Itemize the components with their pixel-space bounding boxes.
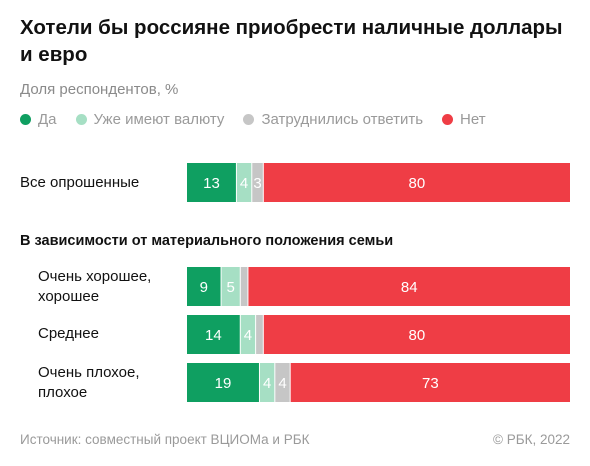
legend-dot-yes bbox=[20, 114, 31, 125]
data-label-yes-3: 19 bbox=[215, 375, 232, 392]
data-label-have-2: 4 bbox=[244, 327, 252, 344]
category-label-bad-line1: Очень плохое, bbox=[38, 364, 140, 381]
legend-label-yes: Да bbox=[38, 111, 57, 128]
category-label-bad-line2: плохое bbox=[38, 384, 88, 401]
legend-label-have: Уже имеют валюту bbox=[93, 111, 225, 128]
bar-segment-no-1 bbox=[248, 267, 570, 306]
data-label-have-1: 5 bbox=[226, 279, 234, 296]
source-note: Источник: совместный проект ВЦИОМа и РБК bbox=[20, 432, 310, 447]
legend-dot-no bbox=[442, 114, 454, 125]
bar-segment-have-2 bbox=[240, 315, 256, 354]
data-label-no-1: 84 bbox=[401, 279, 418, 296]
data-label-yes-0: 13 bbox=[203, 175, 220, 192]
bar-segment-yes-2 bbox=[187, 315, 240, 354]
bar-segment-yes-0 bbox=[187, 163, 236, 202]
data-label-no-2: 80 bbox=[409, 327, 426, 344]
chart-title: Хотели бы россияне приобрести наличные д… bbox=[20, 16, 563, 66]
data-label-no-0: 80 bbox=[409, 175, 426, 192]
legend-label-unsure: Затруднились ответить bbox=[261, 111, 424, 128]
chart-subtitle: Доля респондентов, % bbox=[20, 81, 179, 98]
legend-item-unsure: Затруднились ответить bbox=[243, 111, 423, 128]
legend-item-no: Нет bbox=[442, 111, 486, 128]
legend-item-have: Уже имеют валюту bbox=[75, 111, 225, 128]
section-header: В зависимости от материального положения… bbox=[20, 233, 394, 249]
bar-segment-unsure-3 bbox=[275, 363, 290, 402]
data-label-yes-2: 14 bbox=[205, 327, 222, 344]
bar-segment-unsure-2 bbox=[256, 315, 263, 354]
data-label-have-0: 4 bbox=[240, 175, 248, 192]
legend: Да Уже имеют валюту Затруднились ответит… bbox=[20, 111, 505, 128]
bar-segment-unsure-1 bbox=[240, 267, 248, 306]
legend-dot-have bbox=[75, 114, 87, 125]
data-label-unsure-3: 4 bbox=[278, 375, 286, 392]
data-label-no-3: 73 bbox=[422, 375, 439, 392]
legend-item-yes: Да bbox=[20, 111, 57, 128]
bar-segment-unsure-0 bbox=[252, 163, 263, 202]
bar-segment-no-2 bbox=[263, 315, 570, 354]
category-label-all: Все опрошенные bbox=[20, 174, 140, 191]
bar-segment-yes-3 bbox=[187, 363, 259, 402]
bar-segment-have-0 bbox=[236, 163, 252, 202]
data-label-unsure-0: 3 bbox=[253, 175, 261, 192]
bar-segment-have-1 bbox=[221, 267, 240, 306]
bar-segment-yes-1 bbox=[187, 267, 221, 306]
bar-segment-have-3 bbox=[259, 363, 275, 402]
data-label-have-3: 4 bbox=[263, 375, 271, 392]
category-label-good-line2: хорошее bbox=[38, 288, 100, 305]
data-label-yes-1: 9 bbox=[200, 279, 208, 296]
legend-dot-unsure bbox=[243, 114, 255, 125]
bar-segment-no-0 bbox=[263, 163, 570, 202]
copyright-note: © РБК, 2022 bbox=[493, 432, 570, 447]
legend-label-no: Нет bbox=[460, 111, 486, 128]
bar-segment-no-3 bbox=[290, 363, 570, 402]
category-label-mid: Среднее bbox=[38, 325, 99, 342]
category-label-good-line1: Очень хорошее, bbox=[38, 268, 152, 285]
